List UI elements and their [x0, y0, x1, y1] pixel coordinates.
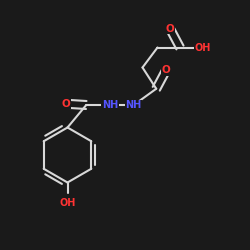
Text: OH: OH: [194, 42, 211, 52]
Text: NH: NH: [126, 100, 142, 110]
Text: OH: OH: [59, 198, 76, 207]
Text: O: O: [62, 99, 71, 109]
Text: NH: NH: [102, 100, 118, 110]
Text: O: O: [162, 65, 170, 75]
Text: O: O: [166, 24, 174, 34]
